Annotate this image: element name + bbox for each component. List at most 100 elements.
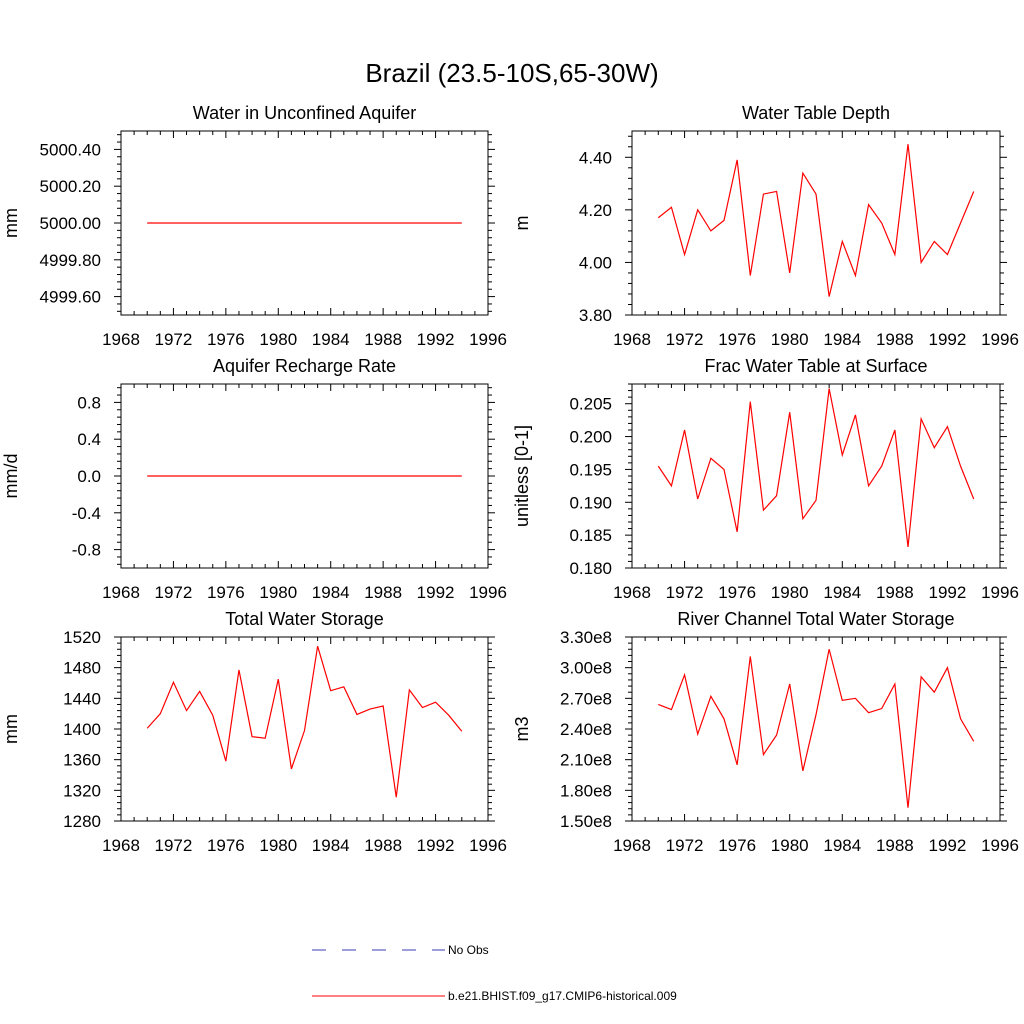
x-tick-label: 1980 [259,836,297,855]
x-tick-label: 1992 [417,583,455,602]
x-tick-label: 1980 [771,330,809,349]
y-tick-label: 1440 [63,689,101,708]
legend: No Obs b.e21.BHIST.f09_g17.CMIP6-historic… [312,943,677,1003]
x-tick-label: 1996 [469,330,507,349]
x-tick-label: 1980 [259,583,297,602]
x-tick-label: 1976 [207,330,245,349]
x-tick-label: 1996 [469,836,507,855]
x-tick-label: 1992 [929,836,967,855]
y-tick-label: 0.200 [569,428,612,447]
y-tick-label: 2.70e8 [560,689,612,708]
y-tick-label: 0.8 [77,393,101,412]
y-tick-label: 2.40e8 [560,720,612,739]
y-axis-label: mm/d [1,454,21,499]
chart-title: Water Table Depth [742,103,890,123]
x-tick-label: 1992 [417,836,455,855]
chart-panel: Total Water Storage mm 1968 1972 1976 1980 198… [1,609,507,855]
x-tick-label: 1976 [207,583,245,602]
y-axis-label: m [512,216,532,231]
x-tick-label: 1980 [771,836,809,855]
x-tick-label: 1976 [718,836,756,855]
y-tick-label: 5000.20 [40,177,101,196]
x-tick-label: 1968 [102,836,140,855]
x-tick-label: 1996 [981,836,1019,855]
y-tick-label: 3.80 [579,306,612,325]
x-tick-label: 1988 [876,583,914,602]
y-tick-label: 4999.80 [40,251,101,270]
chart-panel: Water in Unconfined Aquifer mm 1968 1972 197… [1,103,507,349]
y-tick-label: 5000.00 [40,214,101,233]
plot-frame [632,384,1000,568]
y-tick-label: 5000.40 [40,140,101,159]
y-axis-label: unitless [0-1] [512,425,532,527]
x-tick-label: 1980 [771,583,809,602]
x-tick-label: 1988 [364,583,402,602]
y-tick-label: 1360 [63,751,101,770]
x-tick-label: 1988 [364,836,402,855]
y-axis-label: mm [1,714,21,744]
x-tick-label: 1972 [666,330,704,349]
y-axis-label: mm [1,208,21,238]
chart-panel: Water Table Depth m 1968 1972 1976 1980 1984 19… [512,103,1019,349]
legend-label: b.e21.BHIST.f09_g17.CMIP6-historical.009 [448,989,677,1003]
legend-label: No Obs [448,943,489,957]
x-tick-label: 1988 [364,330,402,349]
x-tick-label: 1972 [155,583,193,602]
figure-title: Brazil (23.5-10S,65-30W) [365,58,658,88]
series-line [658,649,973,807]
y-tick-label: 0.185 [569,526,612,545]
y-tick-label: 0.0 [77,467,101,486]
y-tick-label: 4999.60 [40,288,101,307]
y-tick-label: 0.190 [569,493,612,512]
x-tick-label: 1976 [718,330,756,349]
chart-panel: Aquifer Recharge Rate mm/d 1968 1972 1976 198… [1,356,507,602]
x-tick-label: 1972 [666,836,704,855]
x-tick-label: 1968 [102,330,140,349]
x-tick-label: 1984 [312,330,350,349]
y-tick-label: 0.195 [569,460,612,479]
panels: Water in Unconfined Aquifer mm 1968 1972 197… [1,103,1019,855]
series-line [147,646,462,797]
x-tick-label: 1992 [417,330,455,349]
y-tick-label: -0.4 [72,504,101,523]
x-tick-label: 1972 [155,330,193,349]
y-tick-label: 1280 [63,812,101,831]
y-tick-label: 4.20 [579,201,612,220]
y-axis-label: m3 [512,716,532,741]
y-tick-label: 3.30e8 [560,628,612,647]
x-tick-label: 1996 [469,583,507,602]
x-tick-label: 1992 [929,330,967,349]
x-tick-label: 1968 [613,330,651,349]
x-tick-label: 1996 [981,330,1019,349]
x-tick-label: 1988 [876,836,914,855]
x-tick-label: 1984 [823,836,861,855]
y-tick-label: 1520 [63,628,101,647]
x-tick-label: 1968 [102,583,140,602]
y-tick-label: 1.80e8 [560,781,612,800]
plot-frame [632,637,1000,821]
x-tick-label: 1984 [823,330,861,349]
chart-title: Water in Unconfined Aquifer [193,103,416,123]
y-tick-label: 1.50e8 [560,812,612,831]
y-tick-label: 4.40 [579,148,612,167]
x-tick-label: 1992 [929,583,967,602]
chart-title: Frac Water Table at Surface [704,356,927,376]
y-tick-label: 0.205 [569,395,612,414]
chart-title: River Channel Total Water Storage [677,609,954,629]
chart-panel: Frac Water Table at Surface unitless [0-1… [512,356,1019,602]
y-tick-label: 0.4 [77,430,101,449]
x-tick-label: 1976 [718,583,756,602]
y-tick-label: 3.00e8 [560,659,612,678]
series-line [658,144,973,296]
x-tick-label: 1980 [259,330,297,349]
series-line [658,389,973,547]
x-tick-label: 1972 [155,836,193,855]
x-tick-label: 1972 [666,583,704,602]
y-tick-label: 1480 [63,659,101,678]
x-tick-label: 1984 [312,583,350,602]
chart-title: Aquifer Recharge Rate [213,356,396,376]
x-tick-label: 1984 [312,836,350,855]
y-tick-label: 1320 [63,781,101,800]
